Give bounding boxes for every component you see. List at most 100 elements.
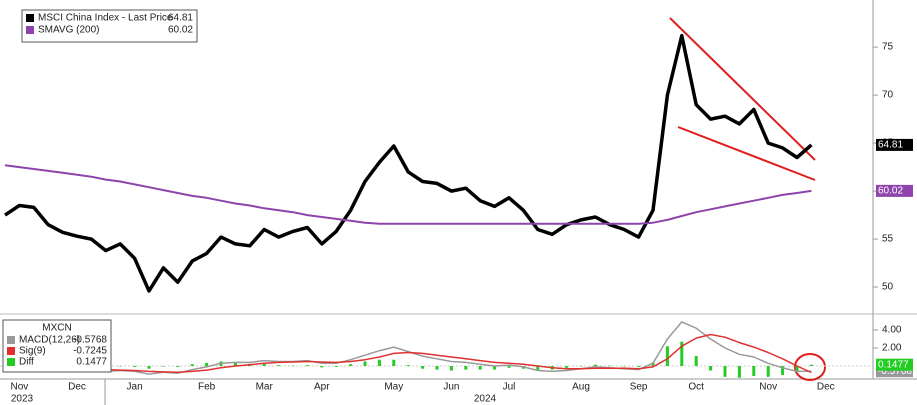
diff-bar [161,366,165,367]
diff-bar [262,363,266,367]
series-line [4,321,812,375]
y-tick-label: 75 [882,42,894,53]
diff-bar [478,366,482,370]
x-tick-label: Aug [572,382,590,393]
diff-bar [694,356,698,367]
diff-bar [421,366,425,369]
legend-swatch [7,358,15,366]
diff-bar [449,366,453,371]
trendline [677,126,816,181]
diff-bar [565,366,569,368]
legend-swatch [7,347,15,355]
legend-swatch [26,14,34,22]
value-box [876,184,913,197]
legend-label: MACD(12,26) [19,335,80,346]
legend-box [21,9,198,43]
diff-bar [723,366,727,377]
diff-bar [205,362,209,367]
diff-bar [334,366,338,367]
diff-bar [133,366,137,367]
value-box [876,138,913,151]
value-box-label: 0.1477 [878,359,909,370]
series-line [4,333,812,374]
diff-bar [176,366,180,367]
x-tick-label: Sep [630,382,648,393]
legend-box [2,319,112,373]
diff-bar [781,366,785,376]
x-tick-label: Jan [127,382,143,393]
y-tick-label: 50 [882,282,894,293]
diff-bar [377,359,381,367]
legend-value: 0.1477 [76,357,107,368]
y-tick-label: 70 [882,90,894,101]
diff-bar [651,362,655,367]
value-box [876,358,913,371]
highlight-circle [794,353,826,381]
diff-bar [507,366,511,368]
legend-label: MSCI China Index - Last Price [38,13,173,24]
legend-swatch [7,336,15,344]
x-tick-label: May [384,382,403,393]
diff-bar [305,365,309,367]
diff-bar [493,366,497,370]
diff-bar [766,366,770,377]
diff-bar [737,366,741,378]
x-tick-label: Jul [503,382,516,393]
diff-bar [190,364,194,367]
y-tick-label: 2.00 [882,343,902,354]
y-tick-label: 55 [882,234,894,245]
x-tick-label: Mar [256,382,274,393]
x-tick-label: Apr [314,382,330,393]
diff-bar [118,366,122,367]
series-line [4,164,812,225]
legend-label: Diff [19,357,34,368]
diff-bar [277,365,281,367]
diff-bar [349,364,353,367]
trendline [669,17,816,161]
x-tick-label: Oct [688,382,704,393]
diff-bar [622,366,626,367]
legend-value: -0.5768 [73,335,107,346]
diff-bar [637,366,641,367]
value-box-label: 60.02 [878,186,903,197]
series-line [4,33,813,293]
diff-bar [536,366,540,371]
diff-bar [320,366,324,368]
diff-bar [392,359,396,367]
diff-bar [291,365,295,367]
x-tick-label: Nov [11,382,29,393]
diff-bar [752,366,756,376]
diff-bar [579,366,583,367]
value-box-label: -0.5768 [878,366,912,377]
x-tick-label: Jun [443,382,459,393]
diff-bar [593,364,597,367]
legend-value: 60.02 [168,25,193,36]
diff-bar [809,364,813,367]
legend-swatch [26,26,34,34]
legend-value: -0.7245 [73,346,107,357]
diff-bar [608,365,612,367]
diff-bar [406,365,410,367]
legend-value: 64.81 [168,13,193,24]
diff-bar [795,366,799,372]
diff-bar [233,362,237,367]
y-tick-label: 4.00 [882,325,902,336]
diff-bar [363,361,367,367]
x-tick-label: Nov [759,382,777,393]
diff-bar [665,346,669,367]
x-tick-label: Dec [68,382,86,393]
value-box-label: 64.81 [878,140,903,151]
legend-title: MXCN [42,323,71,334]
diff-bar [147,366,151,369]
x-tick-label: Dec [817,382,835,393]
legend-label: SMAVG (200) [38,25,100,36]
legend-label: Sig(9) [19,346,46,357]
year-label: 2024 [474,394,497,405]
diff-bar [435,366,439,370]
x-tick-label: Feb [198,382,216,393]
diff-bar [464,366,468,370]
year-label: 2023 [11,394,34,405]
diff-bar [709,366,713,371]
